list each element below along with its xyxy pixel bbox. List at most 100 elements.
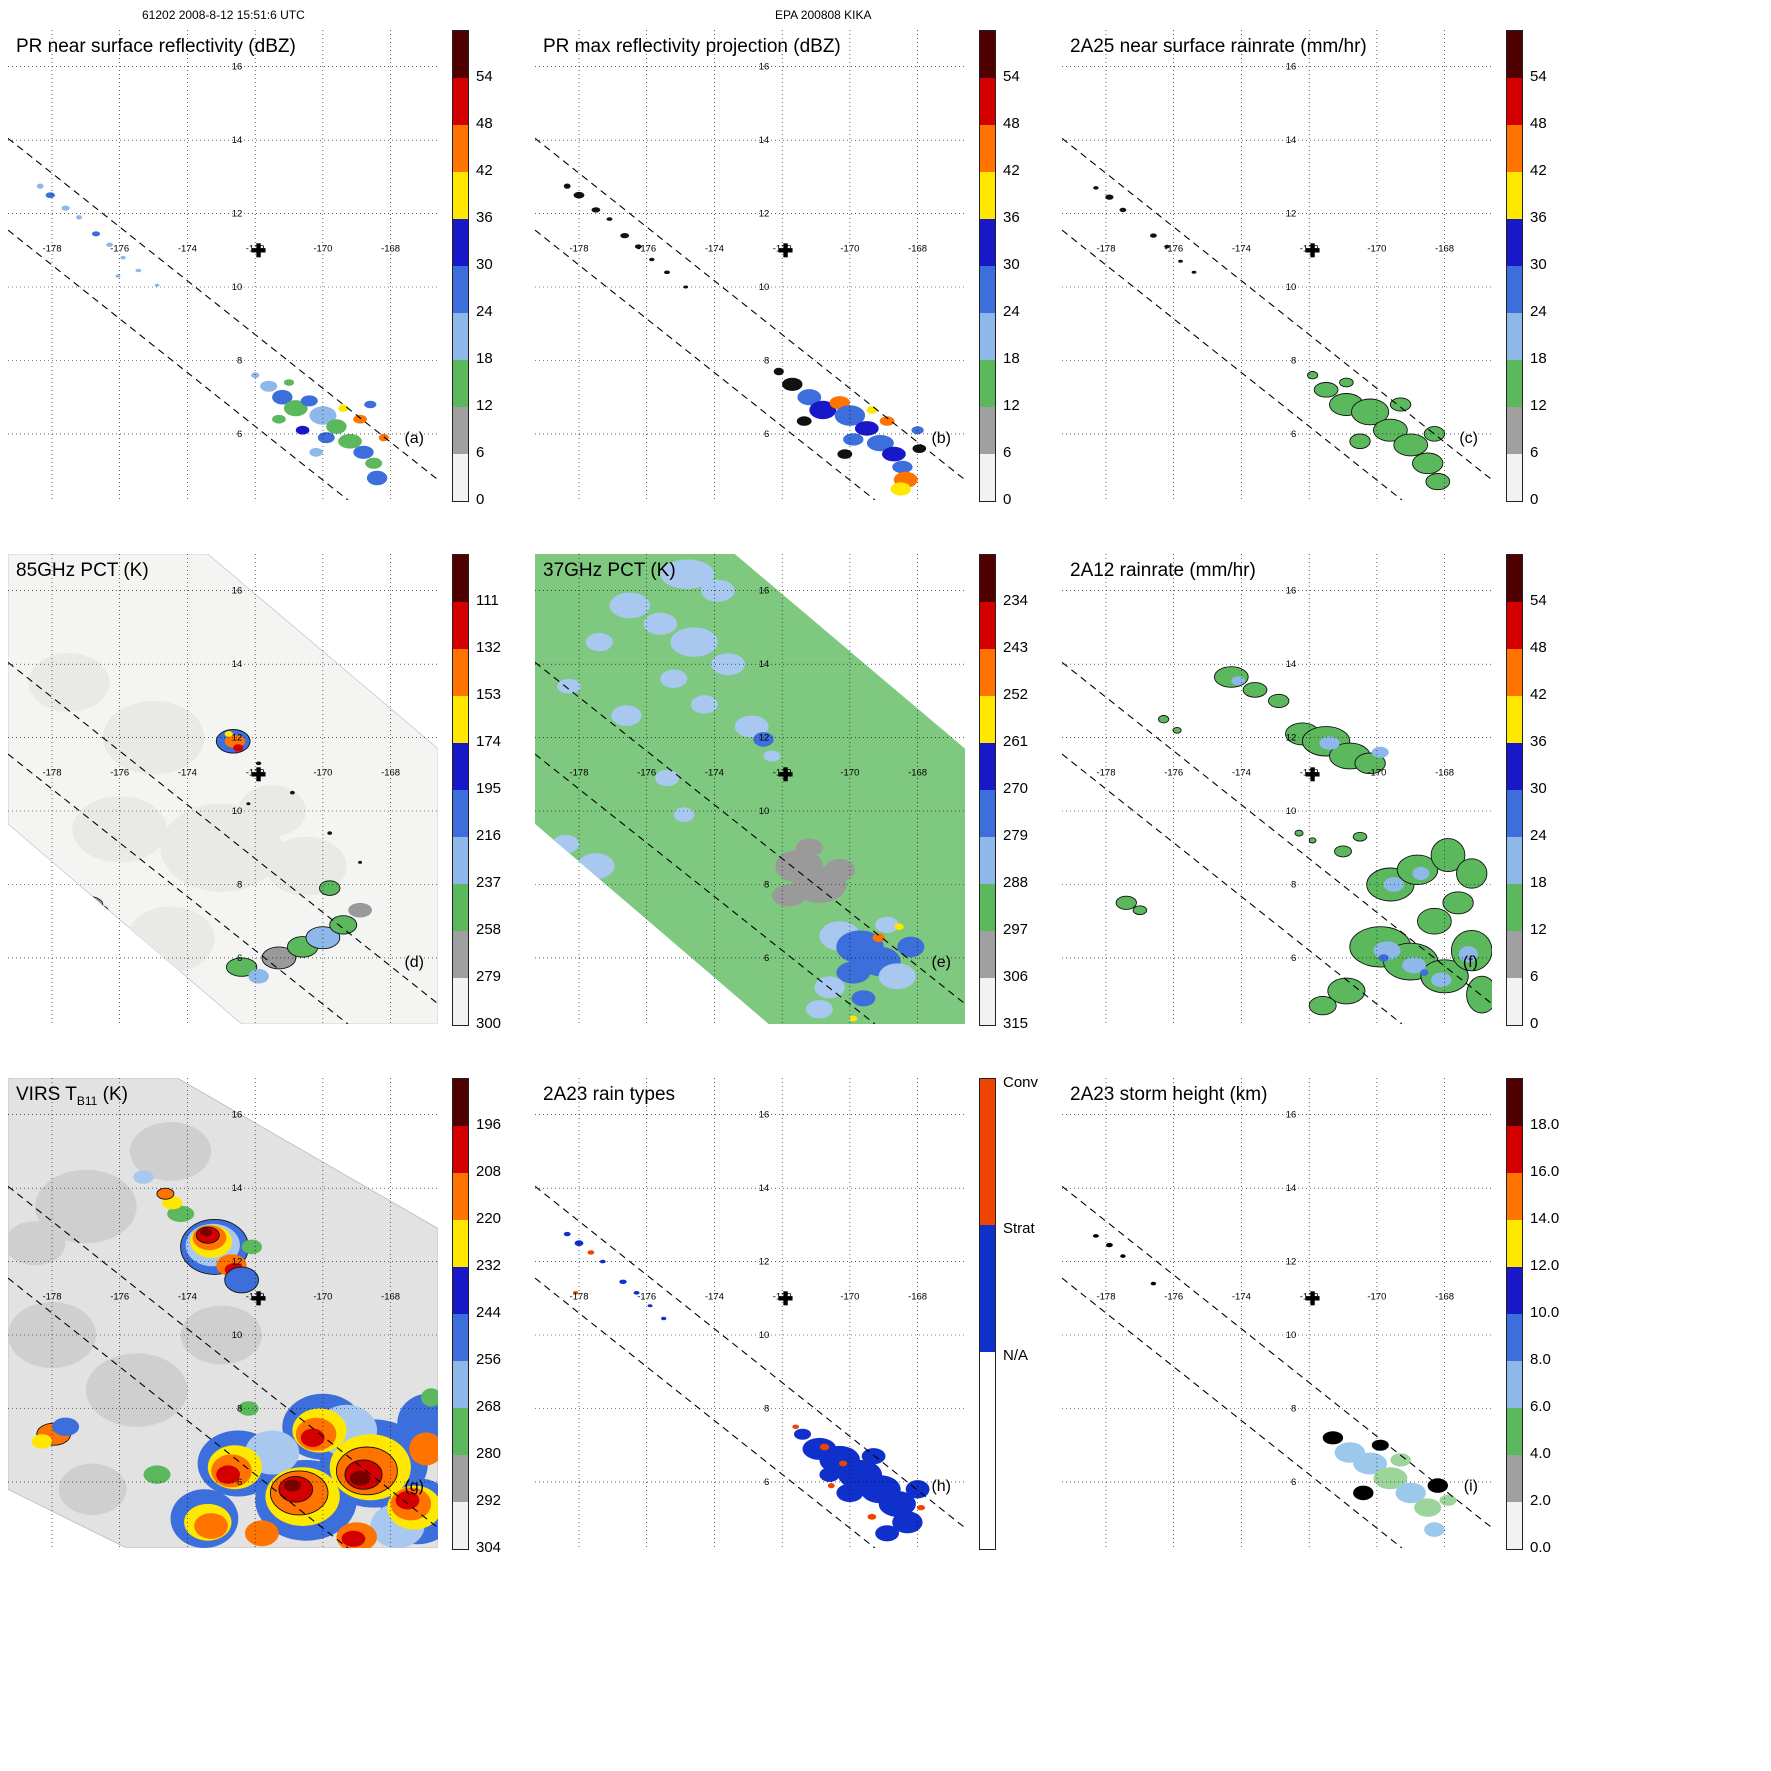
lon-tick-label: -170 — [313, 244, 332, 255]
precip-feature — [272, 389, 293, 405]
colorbar-tick-label: 297 — [1003, 921, 1029, 938]
precip-feature — [1456, 858, 1488, 889]
precip-feature — [295, 425, 310, 435]
precip-feature — [1425, 473, 1451, 491]
panel-title: 85GHz PCT (K) — [16, 560, 149, 581]
lon-tick-label: -176 — [637, 1292, 656, 1303]
colorbar-c: 54 48 42 36 30 24 18 12 6 0 — [1506, 30, 1584, 512]
precip-feature — [348, 902, 372, 918]
colorbar-tick-label: 256 — [476, 1351, 502, 1368]
panel-letter: (e) — [931, 954, 951, 971]
lat-tick-label: 16 — [759, 586, 770, 597]
precip-feature — [246, 802, 251, 806]
colorbar-segment — [453, 884, 468, 931]
lat-tick-label: 8 — [1291, 356, 1296, 367]
colorbar-segment — [1507, 78, 1522, 125]
colorbar-segment — [1507, 602, 1522, 649]
lon-tick-label: -170 — [313, 1292, 332, 1303]
colorbar-tick-label: 252 — [1003, 686, 1029, 703]
precip-feature — [824, 858, 855, 881]
precip-feature — [819, 1443, 830, 1451]
colorbar-segment — [453, 1173, 468, 1220]
lat-tick-label: 14 — [232, 1183, 243, 1194]
colorbar-class-label: N/A — [1003, 1346, 1029, 1364]
colorbar-segment — [980, 978, 995, 1025]
lon-tick-label: -178 — [42, 244, 61, 255]
lat-tick-label: 6 — [1291, 953, 1296, 964]
lat-tick-label: 10 — [1286, 806, 1297, 817]
precip-feature — [338, 434, 362, 449]
colorbar-tick-label: 42 — [1003, 162, 1020, 179]
panel-letter: (g) — [404, 1478, 424, 1495]
precip-feature — [1115, 895, 1137, 910]
feature-layer — [563, 1231, 930, 1542]
lon-tick-label: -178 — [1096, 244, 1115, 255]
colorbar-tick-label: 8.0 — [1530, 1351, 1551, 1368]
swath-background — [8, 554, 438, 1024]
precip-feature — [734, 715, 769, 738]
precip-feature — [585, 632, 613, 652]
precip-feature — [241, 1239, 262, 1255]
lon-tick-label: -176 — [637, 768, 656, 779]
panel-title-text: VIRS T — [16, 1084, 77, 1105]
swath-background — [535, 554, 965, 1024]
colorbar-segment — [453, 931, 468, 978]
precip-feature — [563, 183, 571, 189]
lat-tick-label: 14 — [1286, 135, 1297, 146]
panel-letter: (c) — [1459, 430, 1478, 447]
colorbar-tick-label: 48 — [476, 115, 493, 132]
precip-feature — [1354, 752, 1386, 775]
colorbar-tick-label: 0.0 — [1530, 1539, 1551, 1556]
lon-tick-label: -178 — [569, 1292, 588, 1303]
colorbar-segment — [980, 1351, 995, 1549]
lat-tick-label: 8 — [237, 1404, 242, 1415]
panel-title: 37GHz PCT (K) — [543, 560, 676, 581]
colorbar-scale — [979, 1078, 996, 1550]
precip-feature — [1242, 682, 1268, 698]
colorbar-tick-label: 16.0 — [1530, 1163, 1560, 1180]
precip-feature — [782, 377, 803, 391]
precip-feature — [634, 244, 642, 249]
precip-feature — [290, 790, 295, 795]
precip-feature — [1120, 1254, 1126, 1258]
swath-edge-line — [8, 229, 349, 500]
lon-tick-label: -170 — [840, 244, 859, 255]
precip-feature — [366, 470, 388, 486]
precip-feature — [353, 414, 367, 424]
lat-tick-label: 12 — [1286, 1257, 1297, 1268]
colorbar-tick-label: 42 — [476, 162, 493, 179]
precip-feature — [792, 1424, 800, 1429]
lon-tick-label: -174 — [178, 244, 197, 255]
precip-feature — [772, 884, 806, 907]
precip-feature — [827, 1483, 835, 1489]
lon-tick-label: -174 — [705, 1292, 724, 1303]
precip-feature — [660, 669, 688, 688]
precip-feature — [364, 400, 377, 409]
colorbar-segment — [980, 266, 995, 313]
panel-title: PR max reflectivity projection (dBZ) — [543, 36, 841, 57]
lat-tick-label: 8 — [764, 1404, 769, 1415]
colorbar-segment — [1507, 1502, 1522, 1549]
colorbar-tick-label: 0 — [1003, 491, 1012, 508]
precip-feature — [763, 750, 781, 762]
precip-feature — [796, 416, 812, 426]
precip-feature — [573, 191, 585, 199]
swath-edge-line — [535, 229, 876, 500]
precip-feature — [836, 961, 871, 984]
colorbar-scale — [1506, 1078, 1523, 1550]
colorbar-segment — [453, 555, 468, 602]
precip-feature — [1373, 418, 1408, 442]
precip-feature — [255, 761, 262, 766]
colorbar-segment — [453, 1267, 468, 1314]
lon-tick-label: -170 — [1367, 1292, 1386, 1303]
colorbar-tick-label: 6 — [476, 444, 485, 461]
precip-feature — [875, 1525, 899, 1542]
colorbar-segment — [453, 125, 468, 172]
colorbar-tick-label: 18 — [476, 350, 493, 367]
colorbar-segment — [453, 313, 468, 360]
panel-letter: (b) — [931, 430, 951, 447]
lat-tick-label: 6 — [237, 429, 242, 440]
